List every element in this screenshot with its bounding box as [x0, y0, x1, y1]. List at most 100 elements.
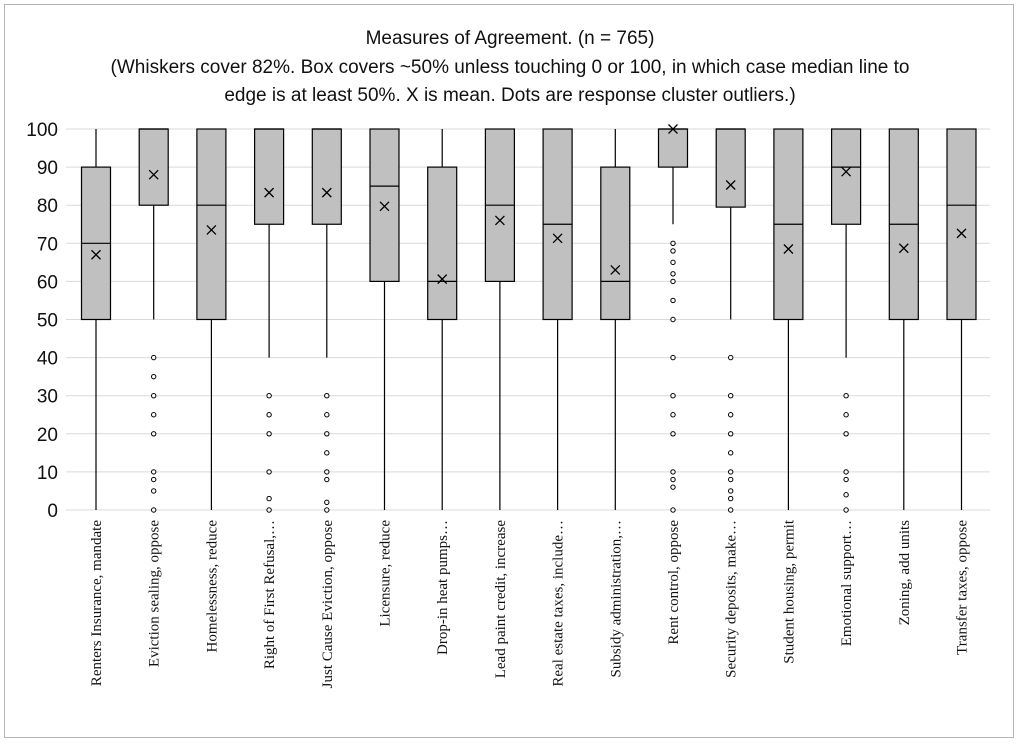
- box: [427, 166, 458, 321]
- chart-subtitle-line-2: edge is at least 50%. X is mean. Dots ar…: [224, 85, 796, 106]
- outlier-point: [670, 431, 676, 437]
- box-group: [715, 128, 746, 513]
- outlier-point: [843, 469, 849, 475]
- box-group: [830, 128, 862, 513]
- mean-marker: [379, 201, 390, 212]
- outlier-point: [843, 412, 849, 418]
- mean-marker: [898, 243, 909, 254]
- outlier-point: [324, 412, 330, 418]
- box: [254, 128, 285, 225]
- y-tick-label: 10: [37, 463, 58, 484]
- outlier-point: [670, 259, 676, 266]
- box: [196, 128, 227, 321]
- box-group: [888, 128, 919, 510]
- outlier-point: [728, 393, 734, 399]
- outlier-point: [324, 450, 330, 456]
- x-tick-label: Zoning, add units: [897, 520, 913, 626]
- x-tick-label: Licensure, reduce: [378, 520, 394, 627]
- box: [657, 128, 689, 168]
- x-tick-label: Emotional support…: [839, 520, 855, 646]
- box-group: [600, 129, 631, 510]
- y-axis-tick-labels: 0 10 20 30 40 50 60 70 80 90 100: [26, 120, 58, 522]
- y-tick-label: 100: [26, 120, 58, 141]
- mean-marker: [610, 265, 621, 275]
- outlier-point: [728, 469, 734, 475]
- outlier-point: [728, 450, 734, 456]
- outlier-point: [266, 412, 272, 418]
- outlier-point: [324, 469, 330, 475]
- box-group: [657, 124, 689, 513]
- y-tick-label: 20: [37, 425, 58, 446]
- box-group: [773, 128, 804, 510]
- x-tick-label: Student housing, permit: [781, 519, 797, 664]
- mean-marker: [437, 274, 448, 285]
- box: [311, 128, 342, 225]
- mean-marker: [494, 215, 505, 226]
- mean-marker: [321, 187, 332, 198]
- box-group: [80, 129, 112, 510]
- outlier-point: [670, 248, 676, 254]
- outlier-point: [151, 354, 157, 361]
- outlier-point: [266, 495, 272, 502]
- box-group: [484, 128, 515, 510]
- outlier-point: [728, 495, 734, 502]
- x-tick-label: Drop-in heat pumps…: [435, 520, 451, 655]
- outlier-point: [843, 507, 849, 513]
- outlier-point: [151, 373, 157, 380]
- outlier-point: [266, 507, 272, 513]
- x-tick-label: Real estate taxes, include…: [551, 520, 567, 687]
- outlier-point: [324, 507, 330, 513]
- box-series: [80, 124, 977, 513]
- y-tick-label: 90: [37, 158, 58, 179]
- x-tick-label: Eviction sealing, oppose: [147, 520, 163, 667]
- outlier-point: [670, 484, 676, 490]
- box-group: [427, 129, 458, 510]
- outlier-point: [728, 354, 734, 361]
- box-group: [542, 128, 573, 510]
- box: [830, 128, 862, 225]
- outlier-point: [151, 507, 157, 513]
- box-group: [196, 128, 227, 510]
- outlier-point: [728, 488, 734, 494]
- y-tick-label: 70: [37, 234, 58, 255]
- outlier-point: [151, 469, 157, 475]
- mean-marker: [668, 124, 678, 134]
- outlier-point: [843, 492, 849, 498]
- outlier-point: [670, 476, 676, 483]
- outlier-point: [728, 507, 734, 513]
- outlier-point: [670, 469, 676, 475]
- outlier-point: [151, 393, 157, 399]
- x-tick-label: Just Cause Eviction, oppose: [320, 520, 336, 689]
- outlier-point: [670, 278, 676, 285]
- y-tick-label: 80: [37, 196, 58, 217]
- outlier-point: [843, 476, 849, 483]
- outlier-point: [670, 507, 676, 513]
- outlier-point: [151, 476, 157, 483]
- outlier-point: [151, 412, 157, 418]
- outlier-point: [670, 297, 676, 304]
- mean-marker: [725, 180, 736, 190]
- outlier-point: [728, 412, 734, 418]
- y-tick-label: 40: [37, 349, 58, 370]
- x-tick-label: Right of First Refusal,…: [262, 520, 278, 669]
- box: [946, 128, 977, 321]
- outlier-point: [670, 240, 676, 247]
- outlier-point: [324, 499, 330, 506]
- outlier-point: [266, 469, 272, 475]
- outlier-point: [151, 488, 157, 494]
- box-group: [369, 128, 400, 510]
- box: [600, 166, 631, 321]
- box: [369, 128, 400, 282]
- mean-marker: [264, 187, 275, 198]
- box-group: [138, 128, 169, 513]
- outlier-point: [324, 393, 330, 399]
- outlier-point: [151, 431, 157, 437]
- mean-marker: [148, 169, 159, 180]
- outlier-point: [324, 431, 330, 437]
- chart-subtitle-line-1: (Whiskers cover 82%. Box covers ~50% unl…: [110, 57, 910, 78]
- outlier-point: [266, 393, 272, 399]
- chart-frame: [4, 4, 1014, 738]
- y-tick-label: 0: [47, 501, 58, 522]
- outlier-point: [670, 316, 676, 323]
